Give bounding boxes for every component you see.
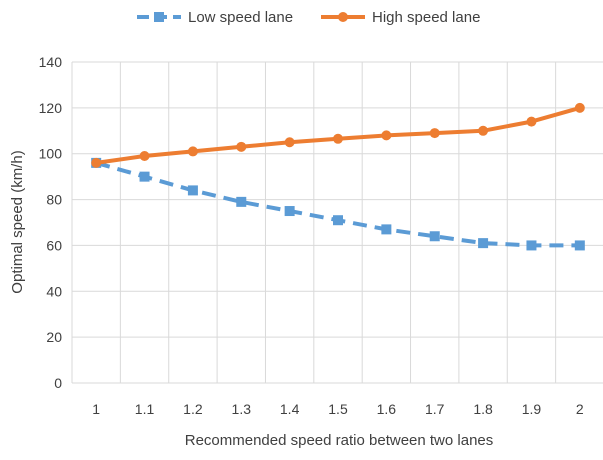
x-tick-label: 1.5: [328, 401, 348, 417]
data-point: [478, 238, 489, 249]
y-tick-label: 80: [46, 192, 62, 208]
y-axis-label: Optimal speed (km/h): [9, 150, 26, 293]
data-point: [478, 125, 489, 136]
x-axis-label: Recommended speed ratio between two lane…: [185, 432, 494, 449]
data-point: [91, 157, 102, 168]
x-axis-ticks: 1 1.1 1.2 1.3 1.4 1.5 1.6 1.7 1.8 1.9 2: [92, 401, 584, 417]
x-tick-label: 1.7: [425, 401, 445, 417]
grid: [71, 61, 603, 384]
x-tick-label: 1.3: [232, 401, 252, 417]
series-layer: [91, 102, 585, 251]
data-point: [284, 206, 295, 217]
data-point: [284, 137, 295, 148]
data-point: [139, 151, 150, 162]
legend-marker: [154, 12, 164, 22]
legend-label: Low speed lane: [188, 9, 293, 26]
data-point: [139, 171, 150, 182]
data-point: [187, 146, 198, 157]
legend-item: High speed lane: [321, 9, 480, 26]
y-tick-label: 100: [39, 146, 63, 162]
x-tick-label: 1.8: [473, 401, 493, 417]
legend-label: High speed lane: [372, 9, 480, 26]
y-axis-ticks: 0 20 40 60 80 100 120 140: [39, 54, 63, 391]
x-tick-label: 2: [576, 401, 584, 417]
data-point: [574, 240, 585, 251]
data-point: [526, 116, 537, 127]
data-point: [526, 240, 537, 251]
x-tick-label: 1.1: [135, 401, 155, 417]
data-point: [429, 128, 440, 139]
data-point: [333, 133, 343, 144]
y-tick-label: 20: [46, 329, 62, 345]
series-high-speed-lane: [91, 102, 585, 168]
x-tick-label: 1.4: [280, 401, 300, 417]
series-low-speed-lane: [91, 157, 585, 251]
data-point: [187, 185, 198, 196]
data-point: [381, 130, 392, 141]
legend: Low speed lane High speed lane: [137, 9, 480, 26]
y-tick-label: 140: [39, 54, 63, 70]
legend-marker: [338, 12, 348, 22]
x-tick-label: 1.6: [377, 401, 397, 417]
x-tick-label: 1.9: [522, 401, 542, 417]
data-point: [381, 224, 392, 235]
x-tick-label: 1.2: [183, 401, 203, 417]
y-tick-label: 60: [46, 237, 62, 253]
data-point: [236, 141, 247, 152]
legend-item: Low speed lane: [137, 9, 293, 26]
data-point: [333, 215, 343, 226]
data-point: [236, 196, 247, 207]
data-point: [429, 231, 440, 242]
x-tick-label: 1: [92, 401, 100, 417]
y-tick-label: 0: [54, 375, 62, 391]
y-tick-label: 40: [46, 283, 62, 299]
data-point: [574, 102, 585, 113]
y-tick-label: 120: [39, 100, 63, 116]
